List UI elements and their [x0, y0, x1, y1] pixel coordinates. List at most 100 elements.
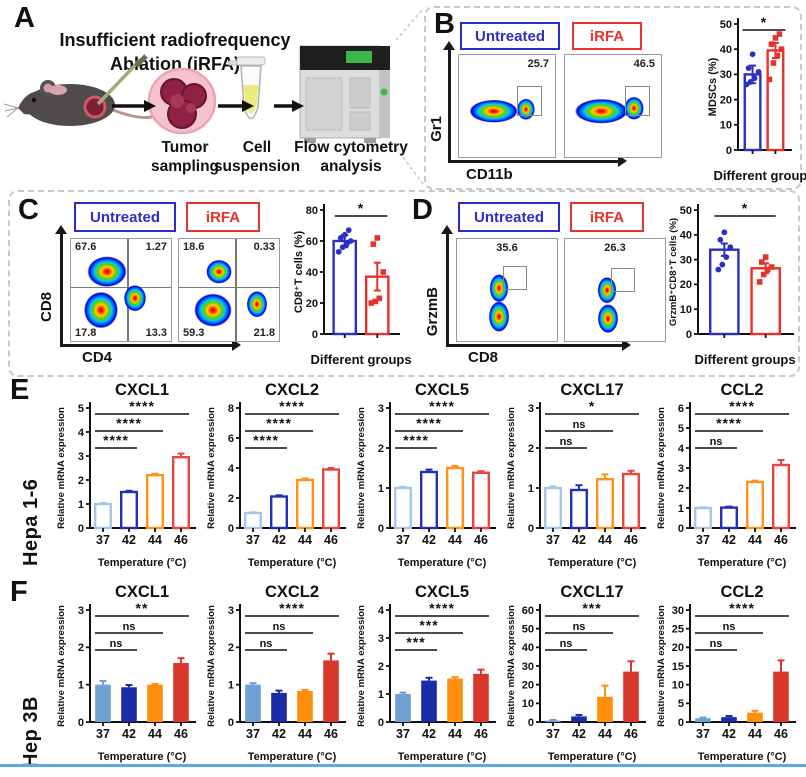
density-blob	[191, 291, 235, 330]
svg-text:3: 3	[228, 605, 234, 617]
density-blob	[596, 274, 618, 306]
svg-text:3: 3	[378, 403, 384, 415]
svg-text:****: ****	[429, 600, 455, 616]
svg-text:****: ****	[129, 398, 155, 414]
svg-text:44: 44	[598, 727, 612, 741]
irfa-chip: iRFA	[186, 202, 260, 232]
svg-text:CXCL2: CXCL2	[265, 583, 319, 601]
svg-text:37: 37	[96, 727, 110, 741]
svg-text:Temperature (°C): Temperature (°C)	[398, 751, 487, 763]
svg-text:6: 6	[678, 403, 684, 415]
y-axis-label: CD8	[38, 292, 55, 323]
svg-text:Temperature (°C): Temperature (°C)	[98, 751, 187, 763]
quad-value-tl: 67.6	[75, 241, 97, 253]
svg-text:Temperature (°C): Temperature (°C)	[548, 557, 637, 569]
panel-c-label: C	[18, 194, 39, 226]
svg-text:****: ****	[116, 415, 142, 431]
svg-text:***: ***	[582, 600, 601, 616]
svg-text:2: 2	[78, 642, 84, 654]
svg-text:Relative mRNA expression: Relative mRNA expression	[56, 407, 67, 529]
svg-text:44: 44	[298, 727, 312, 741]
cxcl1-hep3b-chart: CXCL1 Relative mRNA expression 0 1 2 3 37 42 44 4…	[54, 580, 204, 769]
gate-box	[624, 85, 650, 117]
svg-text:42: 42	[122, 533, 136, 547]
svg-text:2: 2	[678, 483, 684, 495]
svg-text:Relative mRNA expression: Relative mRNA expression	[506, 605, 517, 727]
svg-text:42: 42	[422, 533, 436, 547]
svg-text:CD8⁺T cells (%): CD8⁺T cells (%)	[293, 231, 305, 314]
svg-text:****: ****	[429, 398, 455, 414]
svg-text:37: 37	[696, 727, 710, 741]
svg-text:****: ****	[253, 432, 279, 448]
svg-text:20: 20	[306, 298, 318, 310]
density-blob	[204, 257, 234, 286]
svg-text:Different groups: Different groups	[713, 168, 806, 183]
cxcl2-hep3b-chart: CXCL2 Relative mRNA expression 0 1 2 3 37 42 44 4…	[204, 580, 354, 769]
gate-box	[611, 267, 635, 292]
svg-text:2: 2	[228, 642, 234, 654]
quadrant-plot-irfa: 18.6 0.33 59.3 21.8	[178, 238, 280, 342]
svg-text:****: ****	[266, 415, 292, 431]
svg-text:ns: ns	[710, 638, 723, 650]
y-axis-label: Gr1	[428, 116, 445, 142]
svg-text:3: 3	[78, 451, 84, 463]
svg-text:Temperature (°C): Temperature (°C)	[698, 751, 787, 763]
svg-text:CCL2: CCL2	[720, 583, 763, 601]
svg-text:ns: ns	[573, 621, 586, 633]
svg-text:3: 3	[78, 605, 84, 617]
svg-text:30: 30	[720, 69, 732, 81]
flow-cytometer-illustration	[299, 45, 390, 143]
x-axis-label: CD8	[468, 349, 499, 366]
svg-text:44: 44	[748, 533, 762, 547]
svg-text:42: 42	[722, 727, 736, 741]
y-axis-arrow	[442, 225, 452, 344]
svg-text:50: 50	[720, 19, 732, 31]
svg-text:20: 20	[672, 642, 684, 654]
gate-value: 35.6	[496, 242, 518, 254]
density-blob	[570, 96, 633, 126]
svg-text:****: ****	[403, 432, 429, 448]
svg-text:Relative mRNA expression: Relative mRNA expression	[206, 605, 217, 727]
svg-text:0: 0	[378, 523, 384, 535]
svg-text:CXCL2: CXCL2	[265, 381, 319, 399]
cxcl17-hep3b-chart: CXCL17 Relative mRNA expression 0 10 20 30 40 5…	[504, 580, 654, 769]
svg-text:10: 10	[672, 679, 684, 691]
svg-text:0: 0	[678, 717, 684, 729]
density-blob	[622, 94, 646, 122]
svg-text:CXCL5: CXCL5	[415, 583, 469, 601]
svg-text:37: 37	[396, 727, 410, 741]
svg-text:44: 44	[448, 533, 462, 547]
svg-text:*: *	[358, 200, 364, 216]
quad-value-tl: 18.6	[183, 241, 205, 253]
density-blob	[84, 253, 130, 290]
svg-text:ns: ns	[123, 621, 136, 633]
untreated-chip: Untreated	[74, 202, 176, 232]
svg-text:****: ****	[729, 398, 755, 414]
svg-text:37: 37	[246, 727, 260, 741]
svg-text:6: 6	[228, 433, 234, 445]
gate-box	[516, 85, 542, 117]
svg-text:Temperature (°C): Temperature (°C)	[98, 557, 187, 569]
svg-text:25: 25	[672, 623, 684, 635]
svg-text:37: 37	[96, 533, 110, 547]
svg-text:46: 46	[474, 727, 488, 741]
x-axis-arrow	[448, 156, 627, 166]
svg-text:****: ****	[103, 432, 129, 448]
svg-text:42: 42	[272, 533, 286, 547]
panel-cd: C Untreated iRFA CD8 CD4 67.6 1.27 17.8 …	[8, 190, 800, 377]
svg-text:***: ***	[406, 634, 425, 650]
svg-text:4: 4	[678, 443, 685, 455]
svg-text:30: 30	[672, 605, 684, 617]
svg-text:40: 40	[306, 267, 318, 279]
panel-a: A Insufficient radiofrequency Ablation (…	[0, 0, 420, 188]
svg-text:50: 50	[522, 623, 534, 635]
svg-text:ns: ns	[710, 436, 723, 448]
svg-text:4: 4	[228, 463, 235, 475]
svg-text:44: 44	[298, 533, 312, 547]
svg-text:42: 42	[122, 727, 136, 741]
svg-text:*: *	[589, 398, 595, 414]
svg-text:Temperature (°C): Temperature (°C)	[398, 557, 487, 569]
irfa-chip: iRFA	[572, 22, 642, 50]
svg-text:2: 2	[378, 661, 384, 673]
svg-text:****: ****	[729, 600, 755, 616]
